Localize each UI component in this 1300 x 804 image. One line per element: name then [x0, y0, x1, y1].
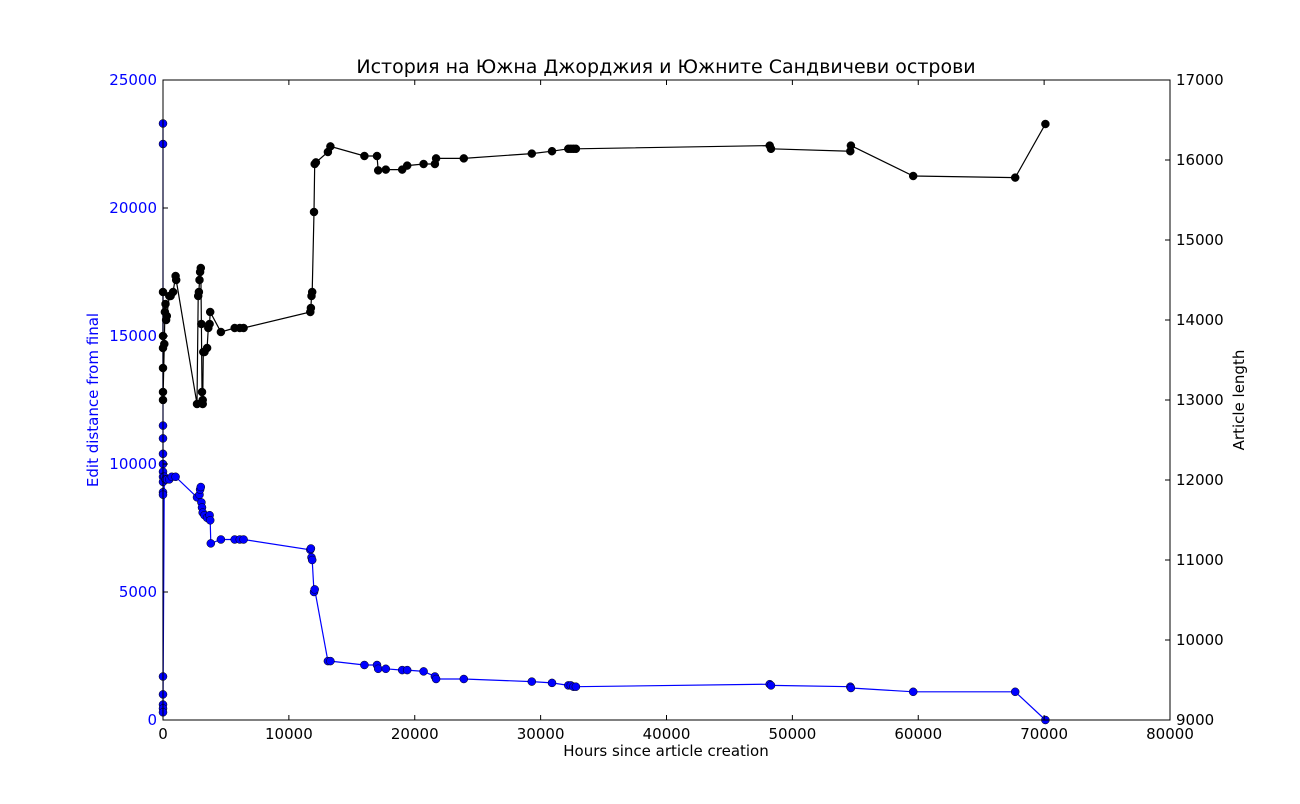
data-point [307, 287, 317, 297]
data-point [381, 165, 391, 174]
data-point [373, 166, 383, 175]
data-point [206, 539, 216, 548]
series-right-axis [158, 119, 1050, 409]
data-point [197, 319, 206, 329]
y-axis-left-label: Edit distance from final [84, 313, 102, 487]
y-right-tick-label: 10000 [1176, 631, 1224, 649]
data-point [571, 144, 581, 154]
data-point [306, 544, 316, 553]
x-tick-label: 60000 [894, 725, 942, 743]
data-point [527, 677, 537, 686]
data-point [527, 149, 537, 158]
data-point [402, 665, 412, 675]
x-tick-label: 30000 [517, 725, 565, 743]
y-left-tick-label: 5000 [119, 583, 157, 601]
y-left-tick-label: 25000 [109, 71, 157, 89]
data-point [306, 303, 316, 313]
data-point [381, 664, 391, 674]
y-axis-right-label: Article length [1230, 350, 1248, 451]
data-point [194, 287, 204, 297]
data-point [171, 472, 180, 482]
data-point [202, 343, 212, 353]
data-point [846, 683, 856, 693]
y-left-tick-label: 15000 [109, 327, 157, 345]
data-point [239, 323, 248, 333]
data-point [402, 161, 412, 170]
data-point [197, 387, 207, 397]
y-left-tick-label: 20000 [109, 199, 157, 217]
data-point [419, 667, 428, 676]
data-point [216, 327, 226, 337]
data-point [239, 535, 248, 544]
y-left-tick-label: 0 [147, 711, 157, 729]
y-right-tick-label: 13000 [1176, 391, 1224, 409]
data-point [372, 151, 382, 161]
data-point [360, 660, 369, 670]
data-point [419, 159, 428, 169]
data-point [1010, 173, 1020, 182]
data-point [547, 678, 557, 688]
x-tick-label: 80000 [1146, 725, 1194, 743]
data-point [459, 154, 469, 163]
data-point [326, 656, 335, 666]
x-axis-label: Hours since article creation [563, 742, 769, 760]
data-point [766, 681, 776, 690]
x-tick-label: 10000 [265, 725, 313, 743]
y-right-tick-label: 14000 [1176, 311, 1224, 329]
data-point [196, 482, 206, 492]
data-point [459, 674, 469, 684]
data-point [168, 287, 178, 297]
data-point [571, 682, 581, 691]
y-right-tick-label: 17000 [1176, 71, 1224, 89]
data-point [360, 151, 369, 161]
data-point [547, 146, 557, 156]
data-point [310, 585, 319, 594]
data-point [205, 516, 215, 525]
y-left-tick-label: 10000 [109, 455, 157, 473]
data-point [307, 555, 317, 565]
data-point [431, 154, 441, 163]
chart-title: История на Южна Джорджия и Южните Сандви… [356, 56, 975, 78]
data-point [195, 275, 204, 285]
x-tick-label: 0 [158, 725, 168, 743]
data-point [431, 674, 441, 684]
data-point [326, 142, 335, 151]
data-point [171, 275, 181, 285]
y-right-tick-label: 16000 [1176, 151, 1224, 169]
data-point [205, 319, 214, 329]
data-point [1010, 687, 1020, 697]
data-point [160, 339, 169, 349]
data-point [908, 687, 918, 697]
series-left-axis [158, 119, 1050, 725]
y-right-tick-label: 11000 [1176, 551, 1224, 569]
data-point [908, 171, 918, 181]
x-tick-label: 20000 [391, 725, 439, 743]
data-point [373, 664, 383, 674]
x-tick-label: 50000 [769, 725, 817, 743]
y-right-tick-label: 12000 [1176, 471, 1224, 489]
y-right-tick-label: 9000 [1176, 711, 1214, 729]
data-point [198, 399, 207, 409]
data-point [216, 535, 226, 544]
data-point [766, 144, 776, 154]
x-tick-label: 70000 [1020, 725, 1068, 743]
data-point [846, 141, 856, 150]
data-point [1041, 119, 1050, 129]
y-right-tick-label: 15000 [1176, 231, 1224, 249]
data-point [205, 307, 215, 317]
x-tick-label: 40000 [643, 725, 691, 743]
data-point [311, 158, 321, 167]
data-point [196, 263, 206, 273]
data-point [309, 207, 319, 217]
data-point [162, 311, 172, 321]
